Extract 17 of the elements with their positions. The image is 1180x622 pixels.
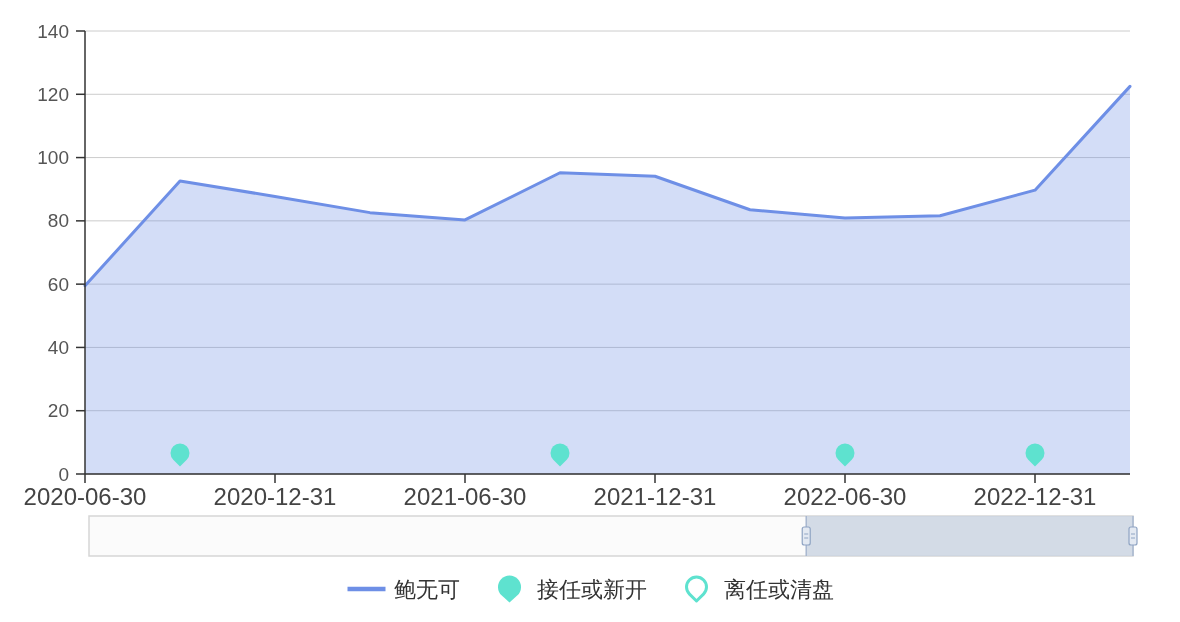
x-tick-label: 2022-06-30 — [783, 483, 907, 510]
x-tick-label: 2022-12-31 — [973, 483, 1097, 510]
y-tick-label: 120 — [37, 83, 69, 105]
x-tick-label: 2021-06-30 — [403, 483, 527, 510]
x-tick-label: 2020-06-30 — [23, 483, 147, 510]
y-tick-label: 80 — [47, 210, 69, 232]
y-tick-label: 20 — [47, 400, 69, 422]
x-tick-label: 2020-12-31 — [213, 483, 337, 510]
x-tick-label: 2021-12-31 — [593, 483, 717, 510]
legend-label: 离任或清盘 — [723, 576, 834, 602]
legend-label: 接任或新开 — [536, 576, 647, 602]
y-tick-label: 100 — [37, 147, 69, 169]
y-tick-label: 40 — [47, 336, 69, 358]
y-tick-label: 140 — [37, 20, 69, 42]
legend-label: 鲍无可 — [393, 576, 460, 602]
y-tick-label: 60 — [47, 273, 69, 295]
y-tick-label: 0 — [58, 463, 69, 485]
